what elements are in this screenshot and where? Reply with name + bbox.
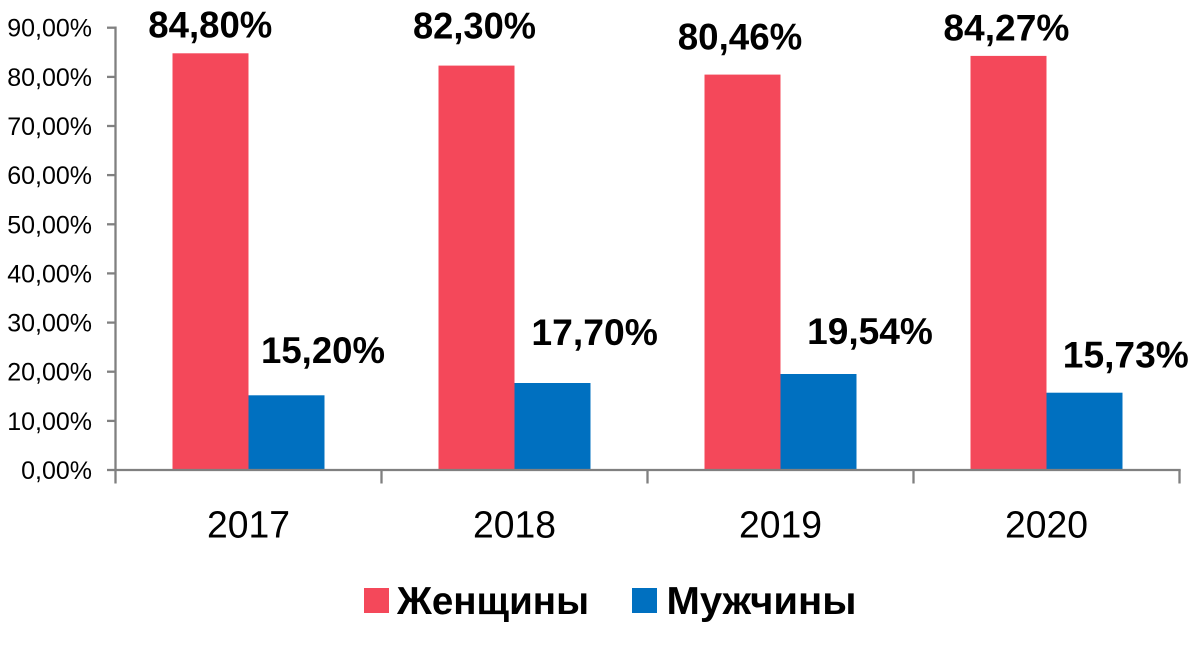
svg-text:Мужчины: Мужчины — [667, 580, 857, 623]
svg-text:2017: 2017 — [207, 505, 290, 547]
svg-text:80,46%: 80,46% — [678, 17, 803, 58]
svg-text:40,00%: 40,00% — [7, 260, 92, 288]
svg-text:2018: 2018 — [473, 505, 556, 547]
svg-text:30,00%: 30,00% — [7, 310, 92, 338]
svg-text:2020: 2020 — [1005, 505, 1088, 547]
svg-text:50,00%: 50,00% — [7, 211, 92, 239]
svg-text:Женщины: Женщины — [396, 580, 589, 623]
svg-text:19,54%: 19,54% — [807, 311, 933, 352]
svg-text:84,27%: 84,27% — [943, 7, 1069, 48]
svg-text:70,00%: 70,00% — [7, 113, 92, 141]
svg-text:17,70%: 17,70% — [531, 312, 658, 353]
svg-text:20,00%: 20,00% — [7, 359, 92, 387]
svg-text:90,00%: 90,00% — [7, 15, 92, 43]
svg-text:15,20%: 15,20% — [261, 330, 385, 371]
svg-text:82,30%: 82,30% — [413, 6, 536, 47]
svg-text:0,00%: 0,00% — [21, 457, 92, 485]
svg-text:10,00%: 10,00% — [7, 408, 92, 436]
svg-text:60,00%: 60,00% — [7, 162, 92, 190]
svg-text:15,73%: 15,73% — [1063, 334, 1189, 375]
svg-text:2019: 2019 — [739, 505, 822, 547]
svg-text:84,80%: 84,80% — [148, 5, 272, 46]
svg-text:80,00%: 80,00% — [7, 64, 92, 92]
